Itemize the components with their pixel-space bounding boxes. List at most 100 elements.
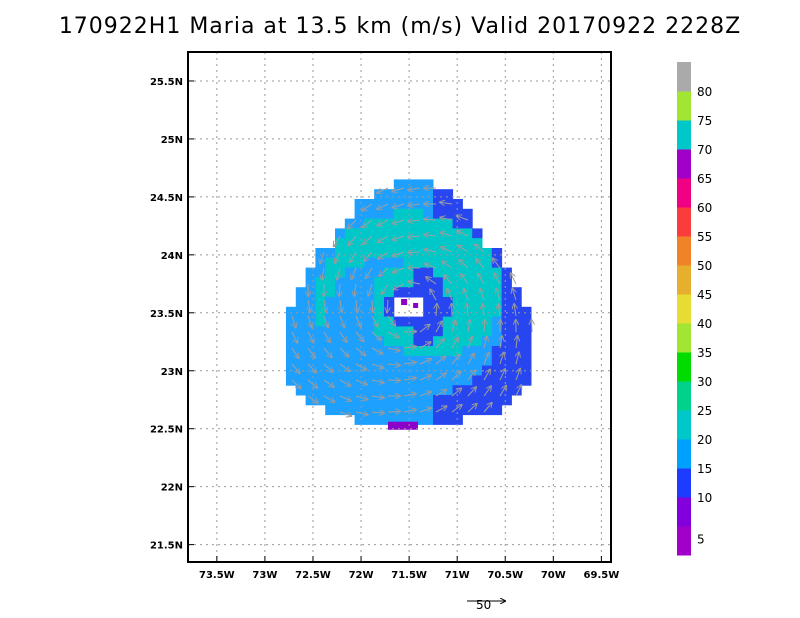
wind-cell — [384, 238, 395, 249]
wind-vector — [371, 347, 383, 354]
wind-cell — [315, 326, 326, 337]
wind-cell — [413, 257, 424, 269]
wind-cell — [393, 277, 405, 288]
wind-cell — [374, 316, 385, 327]
wind-cell — [384, 297, 395, 308]
wind-cell — [315, 346, 326, 357]
wind-cell — [413, 208, 424, 220]
colorbar-swatch — [677, 91, 691, 121]
wind-vector — [483, 386, 491, 397]
wind-vector — [291, 379, 301, 388]
wind-cell — [393, 287, 405, 298]
wind-cell — [462, 218, 473, 229]
wind-vector — [440, 202, 453, 204]
wind-vector — [339, 412, 351, 416]
wind-cell — [462, 228, 473, 239]
wind-cell — [295, 306, 307, 318]
wind-vector — [408, 282, 421, 284]
wind-vector — [381, 283, 389, 294]
wind-cell — [462, 395, 473, 406]
wind-cell — [403, 375, 414, 386]
wind-cell — [354, 414, 365, 425]
wind-cell — [335, 404, 346, 416]
wind-vector — [393, 252, 405, 256]
plot-frame — [187, 51, 612, 563]
wind-cell — [374, 189, 385, 200]
wind-vector — [320, 251, 324, 263]
wind-cell — [472, 346, 483, 357]
wind-cell — [295, 326, 307, 337]
wind-cell — [384, 287, 395, 298]
wind-cell — [344, 248, 356, 259]
wind-cell — [384, 189, 395, 200]
wind-cell — [384, 248, 395, 259]
wind-vector — [350, 251, 357, 262]
wind-vector — [377, 219, 389, 226]
wind-cell — [344, 297, 356, 308]
wind-cell — [335, 326, 346, 337]
wind-cell — [403, 267, 414, 278]
wind-cell — [423, 316, 434, 327]
y-tick-label: 23.5N — [150, 309, 183, 320]
wind-cell — [433, 228, 444, 239]
wind-cell — [442, 208, 454, 220]
wind-vector — [424, 235, 437, 236]
wind-vector — [403, 362, 416, 364]
wind-cell — [491, 306, 503, 318]
wind-vector — [348, 219, 357, 229]
wind-cell — [482, 277, 493, 288]
wind-cell — [442, 355, 454, 367]
wind-cell — [433, 238, 444, 249]
wind-vector — [379, 267, 389, 276]
wind-cell — [413, 277, 424, 288]
colorbar: 5 10 15 20 25 30 35 40 45 50 55 60 65 70 75 80 — [677, 62, 712, 556]
wind-cell — [335, 385, 346, 396]
wind-cell — [384, 277, 395, 288]
wind-vector — [467, 337, 472, 349]
wind-vector — [322, 267, 324, 280]
wind-vector — [451, 388, 461, 397]
wind-cell — [442, 199, 454, 210]
colorbar-swatch — [677, 178, 691, 208]
wind-cell — [491, 385, 503, 396]
x-tick-label: 70.5W — [487, 570, 523, 581]
wind-vector — [323, 347, 332, 357]
wind-vector — [291, 347, 299, 358]
wind-cell — [305, 297, 316, 308]
wind-cell — [393, 189, 405, 200]
wind-cell — [374, 365, 385, 376]
wind-cell — [413, 218, 424, 229]
wind-cell — [482, 257, 493, 269]
wind-cell — [433, 208, 444, 220]
colorbar-swatch — [677, 410, 691, 440]
wind-cell — [423, 277, 434, 288]
wind-cell — [472, 316, 483, 327]
wind-vector — [419, 342, 431, 349]
wind-cell — [374, 404, 385, 416]
wind-vector — [387, 411, 400, 412]
wind-cell — [325, 385, 336, 396]
wind-cell — [452, 287, 463, 298]
wind-vector — [339, 363, 350, 371]
wind-cell — [472, 287, 483, 298]
wind-cell — [433, 287, 444, 298]
wind-vector — [393, 204, 405, 207]
wind-cell — [403, 208, 414, 220]
wind-cell — [286, 306, 297, 318]
wind-vector — [364, 251, 373, 261]
wind-vector — [458, 245, 469, 253]
wind-vector — [531, 320, 532, 333]
wind-cell — [413, 179, 424, 190]
wind-cell — [374, 257, 385, 269]
wind-cell — [364, 375, 375, 386]
wind-vector — [435, 373, 446, 381]
wind-cell — [433, 199, 444, 210]
wind-cell — [491, 326, 503, 337]
wind-cell — [491, 365, 503, 376]
wind-cell — [354, 238, 365, 249]
wind-cell — [491, 395, 503, 406]
wind-cell — [501, 375, 512, 386]
wind-cell — [335, 257, 346, 269]
wind-vector — [424, 250, 437, 252]
wind-cell — [491, 355, 503, 367]
